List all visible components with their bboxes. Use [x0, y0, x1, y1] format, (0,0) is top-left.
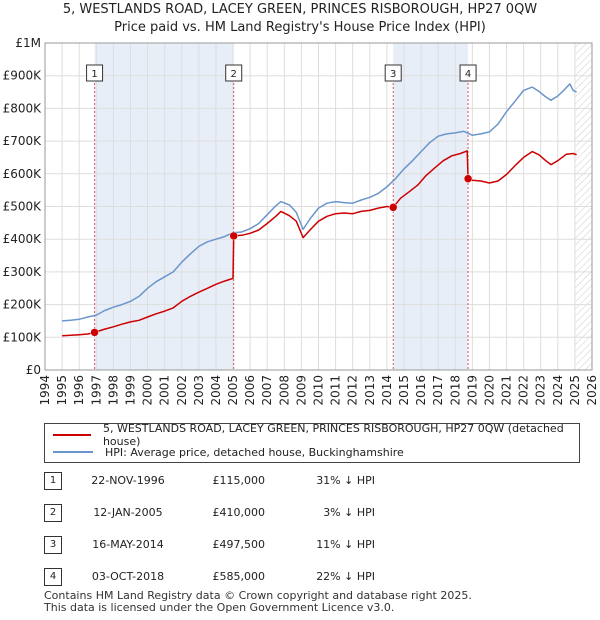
- x-tick-label: 2005: [226, 375, 240, 406]
- y-tick-label: £0: [26, 363, 41, 377]
- x-tick-label: 2017: [431, 375, 445, 406]
- sale-marker-box: [459, 64, 477, 82]
- x-tick-label: 1999: [123, 375, 137, 406]
- sale-point: [463, 174, 473, 183]
- x-tick-label: 1997: [89, 375, 103, 406]
- x-tick-label: 1994: [38, 375, 52, 406]
- x-tick-label: 2007: [260, 375, 274, 406]
- legend-swatch-hpi: [53, 451, 93, 453]
- x-tick-label: 2004: [209, 375, 223, 406]
- series-line-property: [62, 150, 577, 337]
- y-tick-label: £200K: [3, 298, 43, 312]
- sale-marker-label: 1: [91, 69, 97, 80]
- sale-marker-box: [384, 64, 402, 82]
- table-row: 3 16-MAY-2014 £497,500 11% ↓ HPI: [0, 536, 600, 556]
- legend-label-property: 5, WESTLANDS ROAD, LACEY GREEN, PRINCES …: [102, 422, 564, 448]
- x-tick-label: 2013: [363, 375, 377, 406]
- x-tick-label: 2023: [534, 375, 548, 406]
- y-tick-label: £400K: [3, 232, 43, 246]
- chart-subtitle: Price paid vs. HM Land Registry's House …: [114, 20, 486, 35]
- x-tick-label: 2019: [465, 375, 479, 406]
- x-tick-label: 1996: [72, 375, 86, 406]
- sale-point: [90, 328, 99, 337]
- sale-point: [229, 231, 238, 241]
- sale-marker-label: 4: [465, 69, 471, 80]
- sale-point: [388, 203, 398, 212]
- x-tick-label: 2016: [414, 375, 428, 406]
- x-tick-label: 2006: [243, 375, 257, 406]
- x-tick-label: 1998: [106, 375, 120, 406]
- x-tick-label: 2018: [448, 375, 462, 406]
- y-tick-label: £800K: [3, 101, 43, 115]
- sale-marker-label: 3: [390, 69, 396, 80]
- y-tick-label: £100K: [3, 330, 43, 344]
- y-tick-label: £900K: [3, 69, 43, 83]
- sale-number: 2: [44, 504, 62, 522]
- y-tick-label: £300K: [3, 265, 43, 279]
- table-row: 4 03-OCT-2018 £585,000 22% ↓ HPI: [0, 568, 600, 588]
- sale-date: 16-MAY-2014: [92, 538, 164, 551]
- series-line-hpi: [62, 83, 577, 322]
- x-tick-label: 2022: [517, 375, 531, 406]
- sale-price: £497,500: [212, 538, 266, 551]
- sale-hpi-diff: 31% ↓ HPI: [316, 474, 375, 487]
- x-tick-label: 2026: [585, 375, 599, 406]
- sale-number: 1: [44, 472, 62, 490]
- x-tick-label: 2001: [158, 375, 172, 406]
- sale-marker-label: 2: [231, 69, 237, 80]
- legend-label-hpi: HPI: Average price, detached house, Buck…: [105, 445, 404, 459]
- sale-price: £410,000: [212, 506, 266, 519]
- sale-hpi-diff: 3% ↓ HPI: [323, 506, 375, 519]
- x-tick-label: 2011: [329, 375, 343, 406]
- x-tick-label: 2025: [568, 375, 582, 406]
- y-tick-label: £600K: [3, 167, 43, 181]
- x-tick-label: 2002: [175, 375, 189, 406]
- legend-item-hpi: HPI: Average price, detached house, Buck…: [53, 444, 404, 460]
- y-tick-label: £500K: [3, 200, 43, 214]
- footer-licence: This data is licensed under the Open Gov…: [44, 601, 395, 614]
- chart-legend: 5, WESTLANDS ROAD, LACEY GREEN, PRINCES …: [44, 422, 580, 463]
- x-tick-label: 2010: [312, 375, 326, 406]
- x-tick-label: 2003: [192, 375, 206, 406]
- sale-date: 03-OCT-2018: [91, 570, 165, 583]
- legend-swatch-property: [53, 434, 91, 436]
- y-tick-label: £1M: [15, 36, 41, 50]
- chart-title: 5, WESTLANDS ROAD, LACEY GREEN, PRINCES …: [62, 2, 538, 17]
- price-chart: £0 £100K £200K £300K £400K £500K £600K £700K £80…: [3, 36, 599, 406]
- sale-price: £585,000: [212, 570, 266, 583]
- sale-number: 3: [44, 536, 62, 554]
- footer-copyright: Contains HM Land Registry data © Crown c…: [44, 589, 472, 602]
- x-tick-label: 2014: [380, 375, 394, 406]
- x-tick-label: 2008: [277, 375, 291, 406]
- x-tick-label: 2020: [482, 375, 496, 406]
- sale-marker-box: [86, 64, 104, 82]
- x-tick-label: 2009: [294, 375, 308, 406]
- x-tick-label: 2012: [346, 375, 360, 406]
- sale-date: 22-NOV-1996: [91, 474, 165, 487]
- footer: Contains HM Land Registry data © Crown c…: [44, 590, 472, 614]
- sale-price: £115,000: [212, 474, 266, 487]
- sale-marker-box: [225, 64, 243, 82]
- sale-hpi-diff: 22% ↓ HPI: [316, 570, 375, 583]
- x-tick-label: 2000: [141, 375, 155, 406]
- legend-item-property: 5, WESTLANDS ROAD, LACEY GREEN, PRINCES …: [53, 422, 579, 448]
- table-row: 1 22-NOV-1996 £115,000 31% ↓ HPI: [0, 472, 600, 492]
- x-tick-label: 1995: [55, 375, 69, 406]
- x-tick-label: 2021: [500, 375, 514, 406]
- y-tick-label: £700K: [3, 134, 43, 148]
- plot-frame: [44, 42, 593, 371]
- x-tick-label: 2024: [551, 375, 565, 406]
- table-row: 2 12-JAN-2005 £410,000 3% ↓ HPI: [0, 504, 600, 524]
- sale-date: 12-JAN-2005: [93, 506, 163, 519]
- sale-number: 4: [44, 568, 62, 586]
- x-tick-label: 2015: [397, 375, 411, 406]
- sale-hpi-diff: 11% ↓ HPI: [316, 538, 375, 551]
